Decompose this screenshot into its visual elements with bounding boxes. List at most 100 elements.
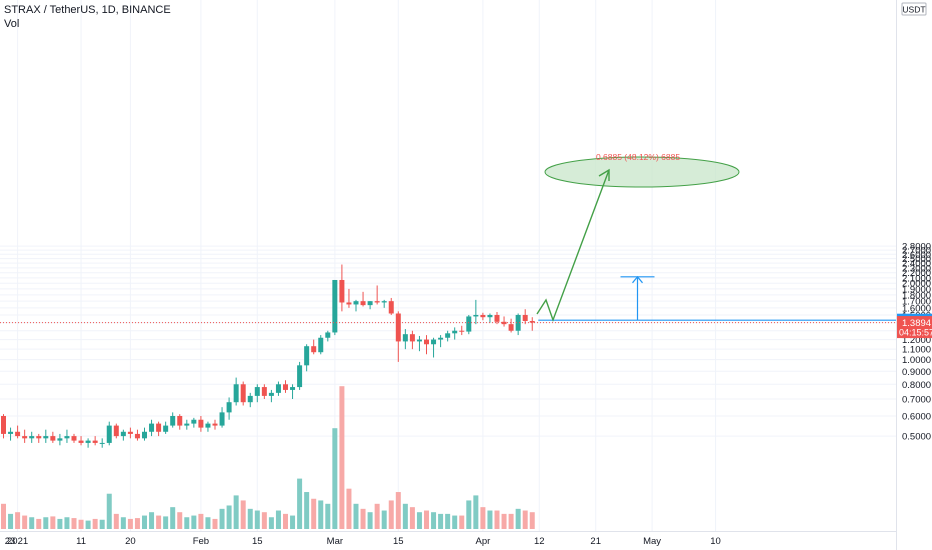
volume-bar (515, 508, 521, 529)
last-price-label: 1.3894 (902, 318, 931, 329)
candle-body (529, 321, 535, 323)
candle-body (480, 314, 486, 318)
symbol-line: STRAX / TetherUS, 1D, BINANCE (4, 4, 171, 16)
candle-body (367, 301, 373, 306)
volume-bar (325, 503, 331, 529)
candle-body (416, 339, 422, 342)
last-price-badge (897, 316, 932, 339)
price-tick-label: 0.5000 (902, 432, 931, 443)
volume-bar (205, 517, 211, 529)
volume-bar (374, 503, 380, 529)
volume-bar (459, 515, 465, 529)
candle-body (233, 384, 239, 403)
volume-bars (1, 386, 535, 529)
time-tick-label: 15 (252, 536, 263, 547)
candle-body (261, 387, 267, 396)
candle-body (515, 314, 521, 331)
volume-bar (233, 495, 239, 529)
price-tick-label: 1.6000 (902, 303, 931, 314)
candle-body (381, 301, 387, 303)
candle-body (85, 440, 91, 443)
candle-body (395, 313, 401, 342)
time-tick-label: Apr (476, 536, 491, 547)
candle-body (297, 365, 303, 388)
currency-label: USDT (902, 5, 925, 15)
volume-bar (50, 516, 56, 529)
volume-bar (247, 508, 253, 529)
candle-body (71, 436, 77, 441)
candle-body (247, 395, 253, 403)
volume-bar (529, 512, 535, 529)
volume-bar (318, 500, 324, 529)
volume-bar (409, 507, 415, 529)
candle-body (388, 301, 394, 314)
price-tick-label: 2.4000 (902, 259, 931, 270)
candle-body (466, 316, 472, 332)
time-tick-label: 11 (76, 536, 86, 547)
volume-bar (367, 512, 373, 529)
candle-body (332, 279, 338, 333)
candle-body (78, 440, 84, 443)
volume-bar (29, 517, 35, 529)
volume-bar (388, 500, 394, 529)
volume-bar (283, 513, 288, 529)
countdown-label: 04:15:57 (899, 328, 932, 338)
price-tick-label: 2.8000 (902, 242, 931, 253)
candle-body (508, 324, 514, 331)
candle-body (127, 431, 133, 434)
grid-lines (0, 0, 896, 531)
candle-body (339, 279, 345, 303)
volume-bar (191, 515, 197, 529)
candle-body (402, 334, 408, 342)
candle-body (325, 332, 331, 338)
volume-bar (261, 512, 267, 529)
volume-bar (198, 513, 204, 529)
candle-body (240, 384, 246, 403)
candle-body (275, 384, 281, 393)
currency-box (901, 2, 927, 16)
candle-body (487, 314, 493, 318)
candle-body (92, 440, 98, 443)
price-tick-label: 2.7000 (902, 246, 931, 257)
time-tick-label: May (643, 536, 661, 547)
volume-bar (184, 517, 190, 529)
candle-body (22, 436, 28, 439)
candle-body (149, 423, 155, 432)
volume-bar (466, 500, 472, 529)
time-tick-label: 2021 (7, 536, 28, 547)
candle-body (226, 402, 232, 413)
volume-bar (1, 503, 6, 529)
price-tick-label: 2.6000 (902, 250, 931, 261)
volume-bar (113, 513, 119, 529)
price-tick-label: 2.2000 (902, 268, 931, 279)
candle-body (318, 337, 324, 353)
candle-body (431, 339, 437, 345)
volume-bar (22, 515, 28, 529)
candle-body (452, 330, 458, 334)
projection-label: 0.6885 (48.12%) 6885 (596, 152, 680, 162)
candle-body (120, 431, 126, 437)
volume-bar (438, 513, 444, 529)
candle-body (57, 438, 63, 441)
volume-bar (254, 510, 260, 529)
candle-body (445, 333, 451, 338)
volume-bar (473, 495, 479, 529)
candle-body (438, 337, 444, 340)
volume-bar (78, 519, 84, 529)
volume-bar (304, 492, 310, 529)
projection-drawing: 0.6885 (48.12%) 6885 (0, 152, 896, 324)
candle-body (494, 314, 500, 322)
volume-bar (219, 508, 225, 529)
candle-body (8, 431, 14, 434)
price-tick-label: 1.2000 (902, 335, 931, 346)
price-tick-label: 0.9000 (902, 367, 931, 378)
candle-body (142, 431, 147, 439)
volume-bar (487, 510, 493, 529)
volume-bar (353, 503, 359, 529)
price-tick-label: 2.3000 (902, 263, 931, 274)
volume-bar (395, 492, 401, 529)
volume-bar (431, 512, 437, 529)
candle-body (29, 436, 35, 439)
